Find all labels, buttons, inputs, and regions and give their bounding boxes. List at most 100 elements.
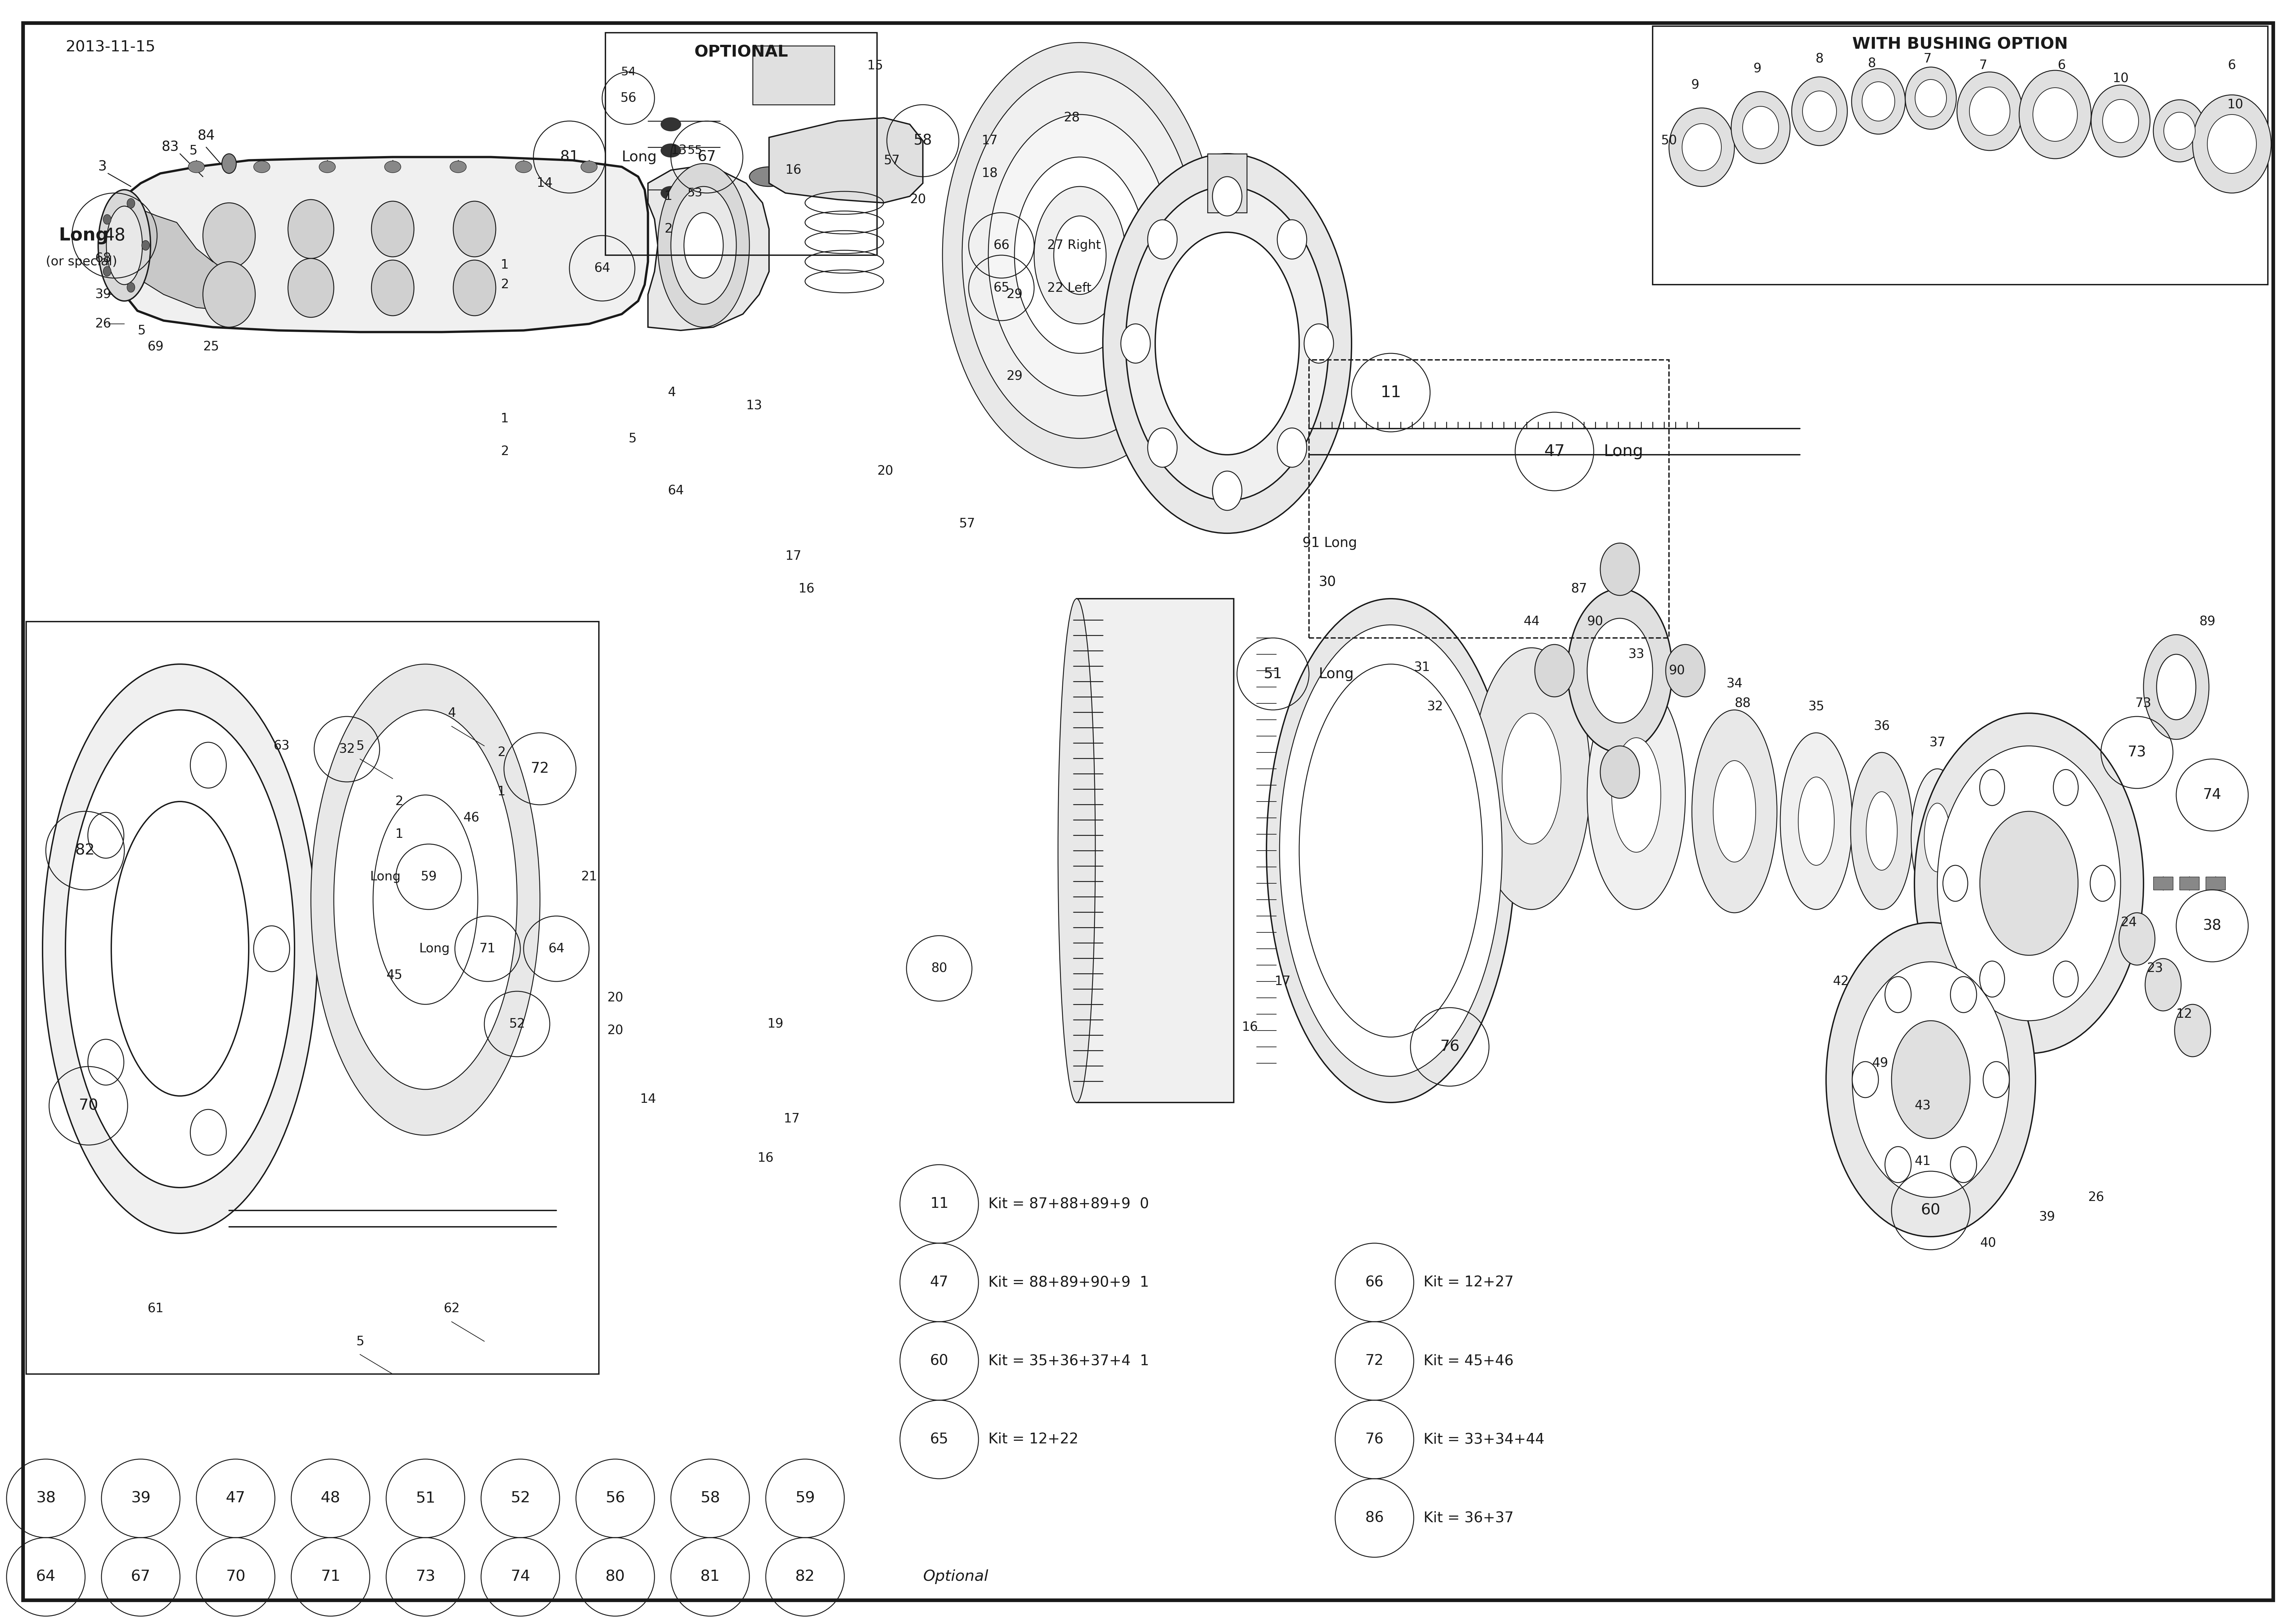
Bar [753, 45, 833, 105]
Text: Kit = 87+88+89+9  0: Kit = 87+88+89+9 0 [987, 1196, 1148, 1211]
Ellipse shape [1600, 747, 1639, 799]
Text: 57: 57 [884, 154, 900, 167]
Text: 1: 1 [501, 412, 510, 425]
Text: 86: 86 [1366, 1511, 1384, 1526]
Text: 20: 20 [909, 193, 925, 206]
Text: 5: 5 [356, 740, 365, 751]
Text: Long: Long [1318, 667, 1355, 682]
Ellipse shape [287, 258, 333, 318]
Text: 52: 52 [510, 1492, 530, 1506]
Ellipse shape [2154, 99, 2206, 162]
Polygon shape [122, 157, 647, 333]
Text: 30: 30 [1318, 576, 1336, 589]
Ellipse shape [987, 115, 1171, 396]
Ellipse shape [941, 42, 1217, 467]
Ellipse shape [1885, 1146, 1910, 1183]
Ellipse shape [202, 203, 255, 268]
Ellipse shape [1534, 644, 1575, 696]
Text: 67: 67 [131, 1569, 152, 1584]
Ellipse shape [372, 260, 413, 316]
Text: 60: 60 [930, 1354, 948, 1368]
Text: Optional: Optional [923, 1569, 987, 1584]
Text: 28: 28 [1063, 112, 1079, 123]
Text: 70: 70 [225, 1569, 246, 1584]
Text: 8: 8 [1816, 52, 1823, 65]
Ellipse shape [1924, 803, 1949, 872]
Ellipse shape [748, 167, 790, 187]
Ellipse shape [287, 200, 333, 258]
Ellipse shape [1802, 91, 1837, 131]
Text: Kit = 36+37: Kit = 36+37 [1424, 1511, 1513, 1526]
Text: Kit = 45+46: Kit = 45+46 [1424, 1354, 1513, 1368]
Polygon shape [647, 167, 769, 331]
Text: 66: 66 [1366, 1276, 1384, 1289]
Ellipse shape [1148, 219, 1178, 260]
Ellipse shape [1683, 123, 1722, 170]
Ellipse shape [1984, 1061, 2009, 1097]
Ellipse shape [87, 813, 124, 859]
Text: 1: 1 [664, 190, 673, 203]
Ellipse shape [2174, 1005, 2211, 1057]
Text: 88: 88 [1733, 698, 1750, 709]
Ellipse shape [1851, 68, 1906, 135]
Text: 36: 36 [1874, 721, 1890, 732]
Text: 7: 7 [1979, 58, 1988, 71]
Text: 34: 34 [1727, 677, 1743, 690]
Text: 17: 17 [783, 1113, 799, 1125]
Ellipse shape [2119, 912, 2156, 966]
Ellipse shape [2193, 94, 2271, 193]
Ellipse shape [1956, 71, 2023, 151]
Text: 50: 50 [1660, 135, 1676, 148]
Text: 14: 14 [537, 177, 553, 190]
Text: 29: 29 [1006, 289, 1022, 300]
Text: 38: 38 [2202, 919, 2223, 933]
Text: Long: Long [1603, 443, 1644, 459]
Text: 72: 72 [1366, 1354, 1384, 1368]
Text: 51: 51 [416, 1492, 436, 1506]
Text: 18: 18 [983, 167, 999, 180]
Text: 37: 37 [1929, 737, 1945, 748]
Polygon shape [769, 118, 923, 203]
Text: 6: 6 [2057, 58, 2066, 71]
Ellipse shape [1853, 962, 2009, 1198]
Text: 38: 38 [37, 1492, 55, 1506]
Text: Long: Long [60, 227, 108, 245]
Ellipse shape [1915, 80, 1947, 117]
Text: 65: 65 [994, 282, 1010, 294]
Text: 61: 61 [147, 1302, 163, 1315]
Text: 20: 20 [606, 1024, 622, 1037]
Text: 91 Long: 91 Long [1302, 536, 1357, 550]
Ellipse shape [333, 709, 517, 1089]
Text: Kit = 12+27: Kit = 12+27 [1424, 1276, 1513, 1289]
Ellipse shape [106, 206, 142, 284]
Text: OPTIONAL: OPTIONAL [693, 44, 788, 60]
Text: 48: 48 [103, 227, 126, 243]
Text: 15: 15 [868, 58, 884, 71]
Text: 16: 16 [799, 583, 815, 596]
Text: 72: 72 [530, 761, 549, 776]
Text: 74: 74 [510, 1569, 530, 1584]
Text: 39: 39 [2039, 1211, 2055, 1224]
Text: 81: 81 [560, 149, 579, 164]
Ellipse shape [1102, 154, 1352, 534]
Ellipse shape [1212, 177, 1242, 216]
Ellipse shape [2206, 115, 2257, 174]
Text: 81: 81 [700, 1569, 721, 1584]
Text: 32: 32 [1426, 701, 1442, 712]
Text: Long: Long [418, 943, 450, 954]
Ellipse shape [191, 1110, 227, 1156]
Ellipse shape [103, 214, 110, 224]
Text: 16: 16 [1242, 1021, 1258, 1034]
Text: 29: 29 [1006, 370, 1022, 383]
Ellipse shape [1587, 618, 1653, 722]
Text: 21: 21 [581, 870, 597, 883]
Ellipse shape [514, 161, 533, 172]
Bar [2179, 876, 2200, 889]
Ellipse shape [1054, 216, 1107, 294]
Text: 39: 39 [94, 289, 110, 300]
Bar [606, 32, 877, 255]
Ellipse shape [1938, 747, 2122, 1021]
Text: 17: 17 [1274, 975, 1290, 988]
Ellipse shape [661, 187, 680, 200]
Text: 73: 73 [2128, 745, 2147, 760]
